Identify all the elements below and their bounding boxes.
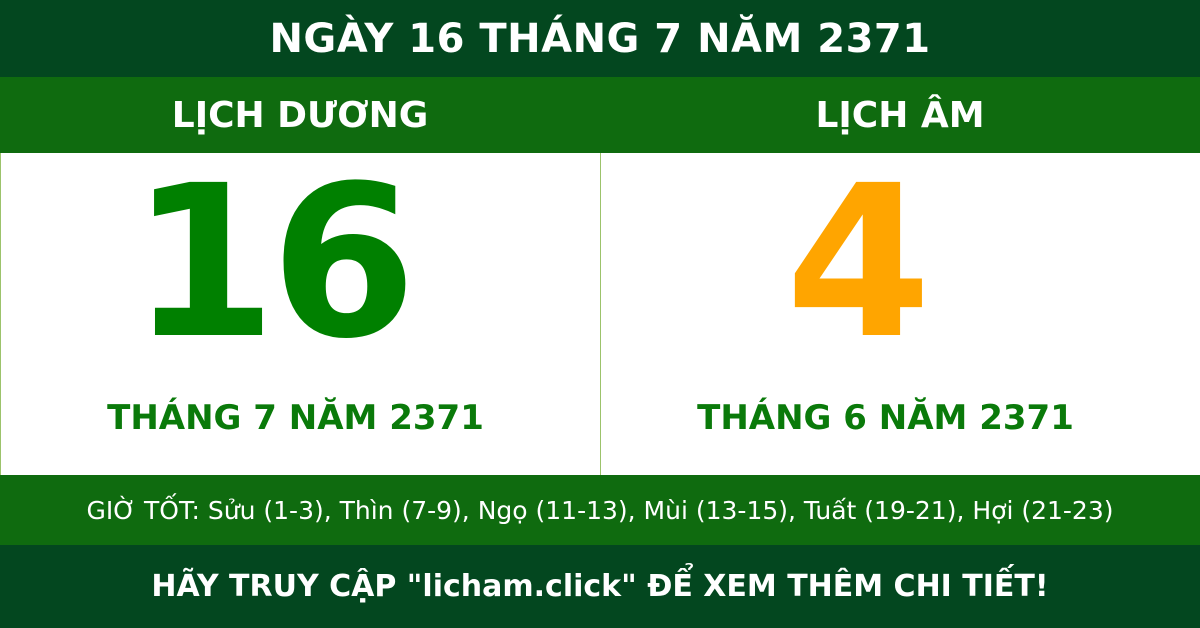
page-title: NGÀY 16 THÁNG 7 NĂM 2371 <box>0 0 1200 77</box>
calendar-headings: LỊCH DƯƠNG LỊCH ÂM <box>0 77 1200 153</box>
solar-day: 16 <box>130 140 416 385</box>
lunar-month-year: THÁNG 6 NĂM 2371 <box>697 398 1074 438</box>
solar-month-year: THÁNG 7 NĂM 2371 <box>107 398 484 438</box>
solar-heading: LỊCH DƯƠNG <box>171 94 429 136</box>
footer-cta: HÃY TRUY CẬP "licham.click" ĐỂ XEM THÊM … <box>0 545 1200 628</box>
lunar-heading: LỊCH ÂM <box>815 94 985 136</box>
lunar-day: 4 <box>785 140 931 385</box>
solar-panel: 16 THÁNG 7 NĂM 2371 <box>0 153 600 475</box>
good-hours: GIỜ TỐT: Sửu (1-3), Thìn (7-9), Ngọ (11-… <box>0 475 1200 545</box>
lunar-panel: 4 THÁNG 6 NĂM 2371 <box>600 153 1200 475</box>
